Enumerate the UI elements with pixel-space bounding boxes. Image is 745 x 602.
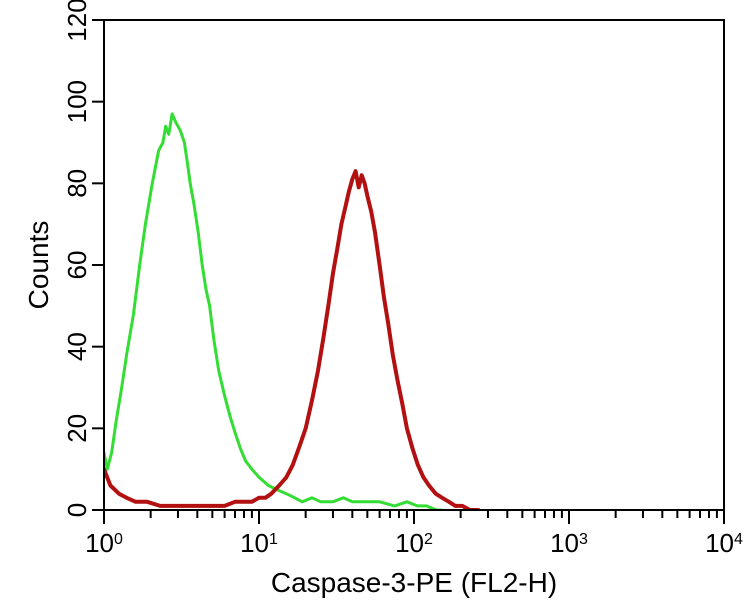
y-axis-label: Counts [23,221,54,310]
x-tick-label: 100 [85,528,123,558]
y-tick-label: 120 [62,0,92,42]
x-tick-label: 103 [550,528,588,558]
x-tick-label: 104 [705,528,743,558]
plot-area [104,20,724,510]
y-tick-label: 100 [62,80,92,123]
flow-histogram-chart: 100 101 102 103 104 Caspase-3-PE (FL2-H) 0 20 40… [0,0,745,602]
y-tick-label: 80 [62,169,92,198]
x-tick-label: 102 [395,528,433,558]
y-tick-label: 0 [62,503,92,517]
y-tick-label: 60 [62,251,92,280]
y-axis-ticks: 0 20 40 60 80 100 120 [62,0,104,517]
y-tick-label: 20 [62,414,92,443]
y-tick-label: 40 [62,332,92,361]
x-axis-ticks: 100 101 102 103 104 [85,510,743,558]
x-tick-label: 101 [240,528,278,558]
x-axis-label: Caspase-3-PE (FL2-H) [271,567,557,598]
